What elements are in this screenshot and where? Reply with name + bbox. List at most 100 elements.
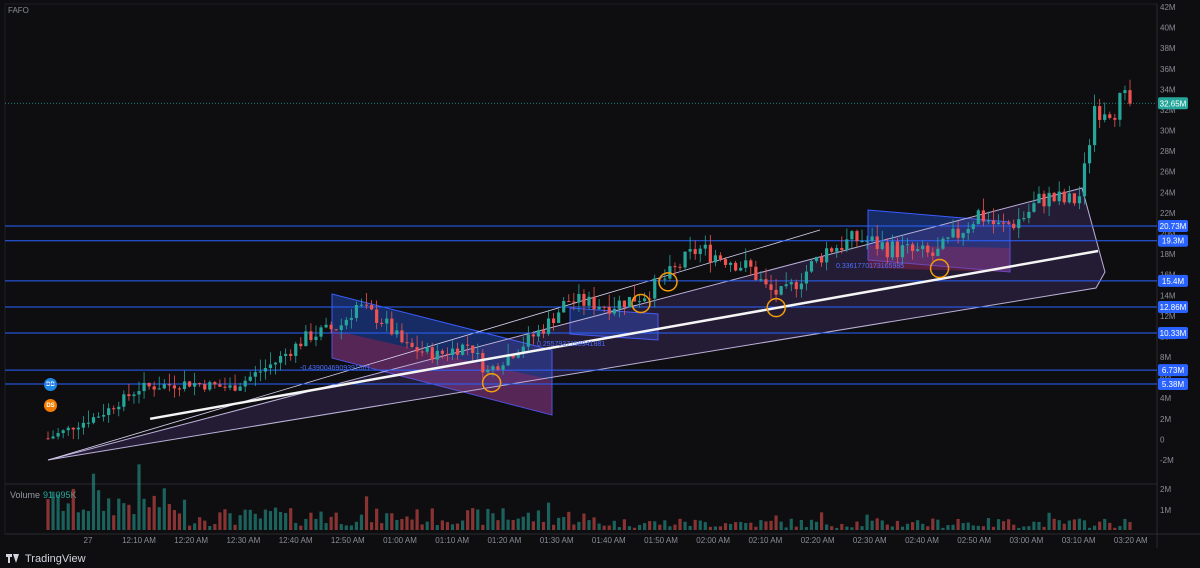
volume-tick-label: 2M <box>1160 485 1171 494</box>
volume-bar <box>830 526 834 530</box>
volume-bar <box>117 498 121 530</box>
candle-body <box>673 266 677 268</box>
candle-body <box>966 229 970 234</box>
volume-bar <box>319 511 323 530</box>
candle-body <box>258 371 262 373</box>
candle-body <box>248 376 252 381</box>
volume-bar <box>122 503 126 530</box>
candle-body <box>238 386 242 391</box>
volume-bar <box>971 525 975 530</box>
time-tick-label: 02:10 AM <box>748 536 782 545</box>
candle-body <box>531 334 535 337</box>
candle-body <box>51 436 55 439</box>
volume-bar <box>966 522 970 530</box>
candle-body <box>91 417 96 423</box>
volume-bar <box>698 520 702 530</box>
candle-body <box>693 249 697 255</box>
volume-bar <box>132 514 136 530</box>
candle-body <box>875 236 879 249</box>
volume-bar <box>147 507 151 530</box>
candle-body <box>400 330 404 343</box>
candle-body <box>622 300 626 308</box>
candle-body <box>1052 192 1056 202</box>
candle-body <box>329 324 333 330</box>
candle-body <box>582 293 586 306</box>
volume-bar <box>91 473 96 530</box>
price-tick-label: 4M <box>1160 394 1171 403</box>
candle-body <box>71 427 75 430</box>
candle-body <box>466 344 470 346</box>
volume-bar <box>1067 520 1071 530</box>
candle-body <box>971 224 975 230</box>
volume-bar <box>354 521 359 530</box>
volume-bar <box>238 515 242 530</box>
volume-bar <box>819 512 824 530</box>
volume-bar <box>516 518 520 530</box>
candle-body <box>804 271 809 284</box>
volume-bar <box>602 525 606 530</box>
volume-bar <box>708 526 712 530</box>
candle-body <box>1087 145 1092 164</box>
volume-bar <box>1001 521 1006 530</box>
candle-body <box>951 228 955 238</box>
candle-body <box>344 319 348 326</box>
candle-body <box>476 352 480 354</box>
time-tick-label: 12:20 AM <box>174 536 208 545</box>
volume-bar <box>749 522 753 530</box>
volume-bar <box>349 525 353 530</box>
level-price-tag <box>1158 234 1188 247</box>
ds-badge[interactable]: DS <box>44 399 57 412</box>
candle-body <box>193 383 197 387</box>
volume-bar <box>941 527 945 530</box>
candle-body <box>46 438 50 440</box>
volume-bar <box>203 520 207 530</box>
volume-bar <box>182 499 187 530</box>
key-point-circle <box>766 297 786 318</box>
tradingview-logo[interactable]: TradingView <box>6 553 86 565</box>
volume-bar <box>152 495 156 530</box>
volume-bar <box>688 525 692 530</box>
candle-body <box>764 279 768 285</box>
tradingview-logo-text: TradingView <box>25 553 86 565</box>
candle-body <box>546 318 551 334</box>
candle-body <box>1017 219 1021 229</box>
candle-body <box>526 334 530 347</box>
candle-body <box>349 317 353 320</box>
price-tick-label: 12M <box>1160 312 1176 321</box>
candle-body <box>632 296 637 302</box>
volume-bar <box>840 523 844 530</box>
candle-body <box>562 301 566 313</box>
candle-body <box>1012 223 1016 229</box>
volume-bar <box>562 517 566 530</box>
price-tick-label: 40M <box>1160 24 1176 33</box>
volume-bar <box>744 522 748 530</box>
volume-bar <box>278 511 283 530</box>
candle-body <box>1047 192 1051 207</box>
volume-bar <box>1103 518 1107 530</box>
candle-body <box>926 245 930 253</box>
candle-body <box>819 256 824 263</box>
volume-bar <box>71 488 75 530</box>
candle-body <box>744 260 748 268</box>
candle-body <box>789 282 793 285</box>
candle-body <box>425 347 429 352</box>
candle-body <box>880 242 884 249</box>
candle-body <box>986 220 991 222</box>
candle-body <box>213 382 217 385</box>
volume-bar <box>921 523 925 530</box>
volume-bar <box>299 525 303 530</box>
candle-body <box>557 312 561 324</box>
volume-bar <box>754 526 758 530</box>
volume-bar <box>557 517 561 530</box>
candle-body <box>132 394 136 397</box>
volume-bar <box>653 521 657 530</box>
volume-bar <box>56 494 60 530</box>
volume-bar <box>592 517 596 530</box>
volume-bar <box>931 518 935 530</box>
volume-bar <box>627 526 632 530</box>
volume-bar <box>1062 523 1066 530</box>
candle-body <box>850 231 854 240</box>
candle-body <box>501 365 505 370</box>
candle-body <box>536 330 541 337</box>
